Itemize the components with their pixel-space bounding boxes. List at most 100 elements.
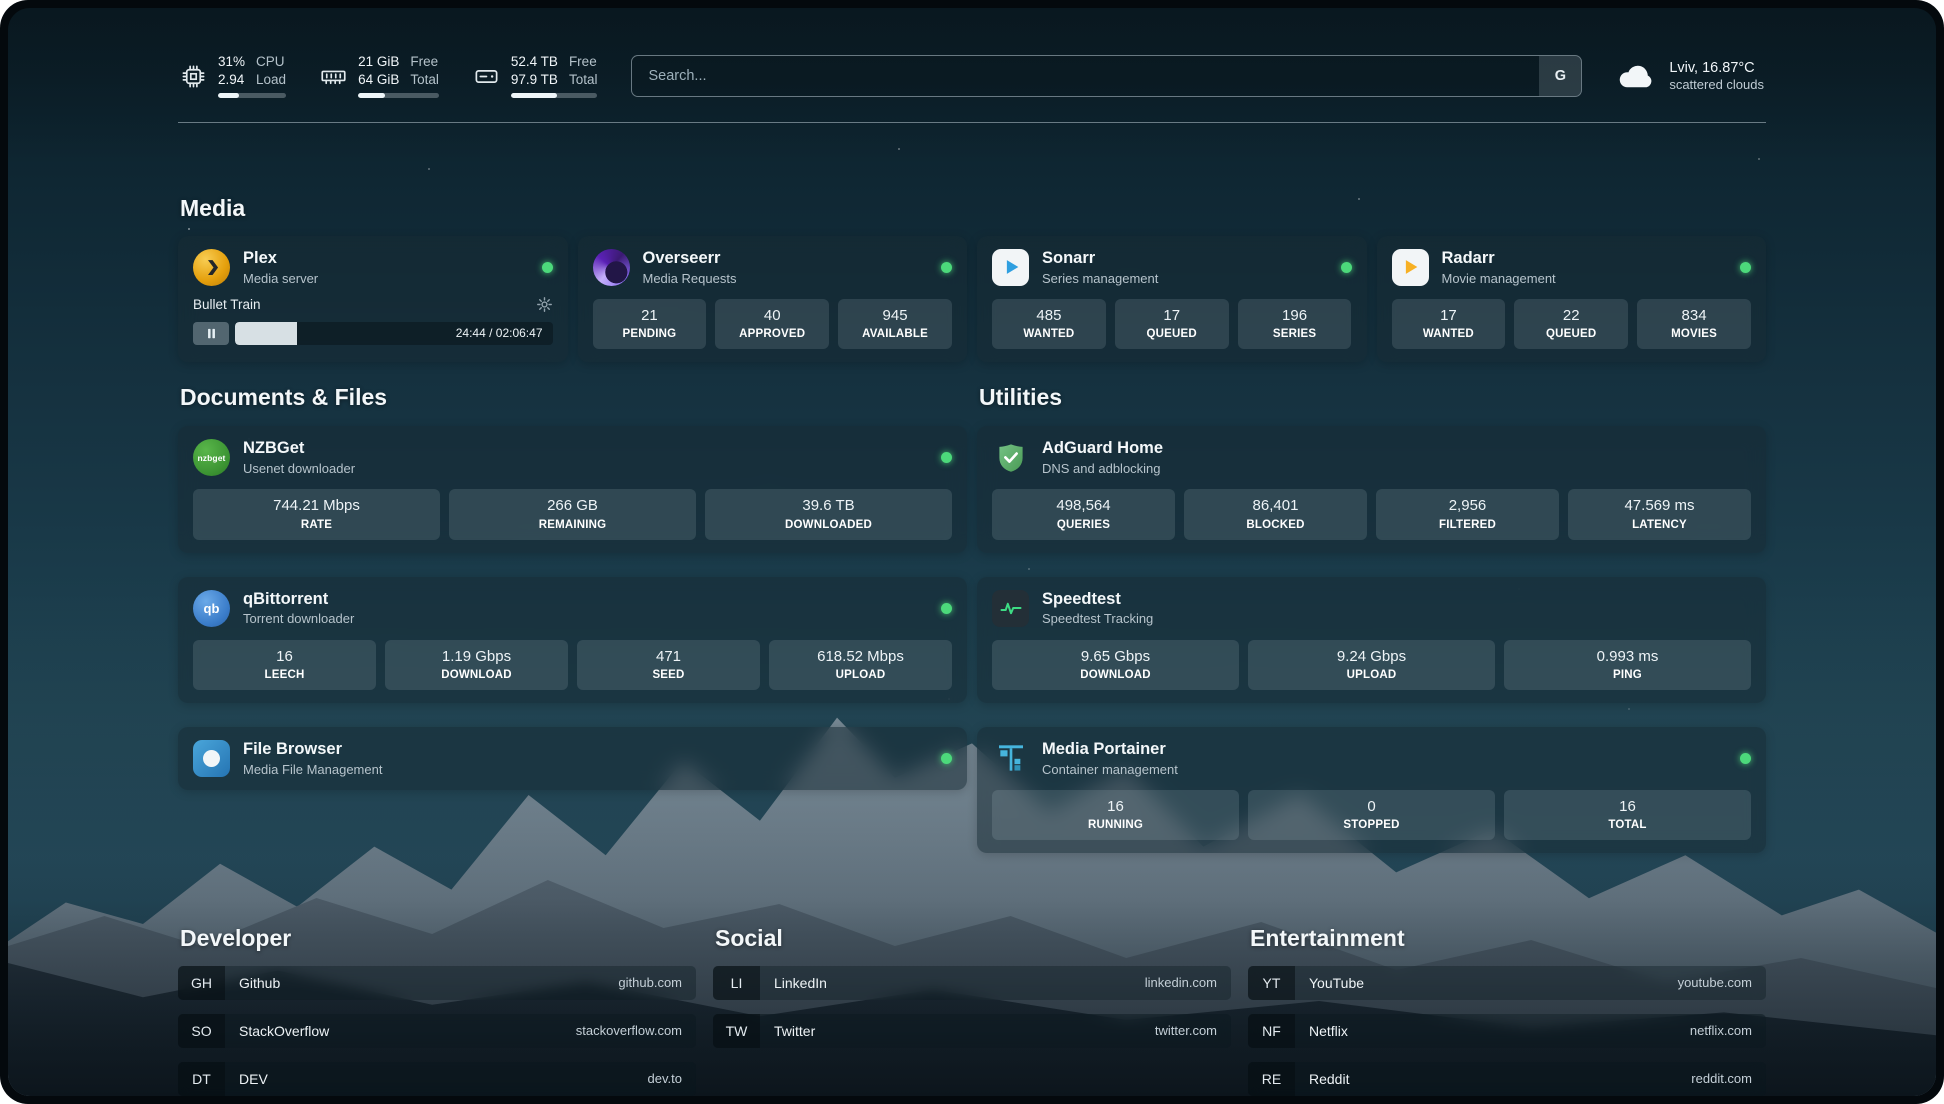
app-subtitle: Media Requests [642, 270, 737, 286]
app-subtitle: Media server [243, 270, 319, 286]
stat-label: RUNNING [1087, 819, 1144, 832]
plex-progress-time: 24:44 / 02:06:47 [455, 326, 543, 341]
bookmark-abbr: NF [1248, 1013, 1295, 1048]
app-card-adguard[interactable]: AdGuard Home DNS and adblocking 498,564 … [977, 426, 1766, 553]
search-engine-button[interactable]: G [1539, 56, 1582, 97]
stat-value: 471 [655, 647, 682, 665]
app-subtitle: Series management [1042, 270, 1159, 286]
bookmarks-entertainment: Entertainment YT YouTube youtube.com NF … [1248, 925, 1766, 1096]
stat-label: QUEUED [1546, 327, 1597, 340]
stat-value: 39.6 TB [802, 497, 855, 515]
stat-value: 485 [1036, 306, 1062, 324]
app-card-radarr[interactable]: Radarr Movie management 17 WANTED 2 [1376, 235, 1766, 362]
portainer-icon [992, 740, 1029, 777]
stat-value: 834 [1681, 306, 1707, 324]
app-name: qBittorrent [243, 589, 329, 608]
stat-label: REMAINING [538, 518, 607, 531]
overseerr-stat-pending: 21 PENDING [592, 298, 707, 349]
stat-label: PENDING [622, 327, 677, 340]
stat-value: 16 [1619, 797, 1636, 815]
sonarr-icon [992, 248, 1029, 286]
stat-value: 618.52 Mbps [817, 647, 904, 665]
app-name: AdGuard Home [1042, 439, 1164, 458]
bookmark-linkedin[interactable]: LI LinkedIn linkedin.com [713, 965, 1231, 1000]
app-name: File Browser [243, 739, 343, 758]
bookmark-name: Netflix [1309, 1022, 1348, 1039]
app-card-portainer[interactable]: Media Portainer Container management 16 … [977, 726, 1766, 854]
app-card-sonarr[interactable]: Sonarr Series management 485 WANTED [977, 235, 1367, 362]
stat-value: 498,564 [1056, 497, 1111, 515]
app-subtitle: Media File Management [243, 761, 383, 777]
bookmark-abbr: SO [178, 1013, 225, 1048]
stat-label: STOPPED [1343, 819, 1400, 832]
status-dot [1740, 261, 1751, 273]
stat-value: 40 [763, 306, 781, 324]
app-card-speedtest[interactable]: Speedtest Speedtest Tracking 9.65 Gbps D… [977, 576, 1766, 703]
adguard-stat-blocked: 86,401 BLOCKED [1184, 489, 1367, 540]
ram-total-label: Total [410, 72, 439, 88]
pause-button[interactable] [193, 321, 229, 345]
gear-icon[interactable] [536, 296, 553, 313]
stat-value: 22 [1562, 306, 1580, 324]
app-card-plex[interactable]: Plex Media server Bullet Train [178, 235, 568, 362]
weather-condition: scattered clouds [1669, 77, 1764, 93]
weather-location-temp: Lviv, 16.87°C [1669, 59, 1755, 76]
bookmark-stackoverflow[interactable]: SO StackOverflow stackoverflow.com [178, 1013, 696, 1048]
plex-progress-bar[interactable]: 24:44 / 02:06:47 [235, 321, 553, 345]
app-subtitle: Torrent downloader [243, 611, 355, 627]
stat-value: 196 [1282, 306, 1308, 324]
bookmark-url: stackoverflow.com [575, 1023, 682, 1039]
bookmarks-social: Social LI LinkedIn linkedin.com TW Twitt… [713, 925, 1231, 1096]
qbittorrent-stat-download: 1.19 Gbps DOWNLOAD [385, 639, 568, 690]
stat-label: LATENCY [1632, 518, 1687, 531]
disk-total-value: 97.9 TB [510, 72, 558, 88]
app-name: Speedtest [1042, 589, 1121, 608]
bookmark-youtube[interactable]: YT YouTube youtube.com [1248, 965, 1766, 1000]
bookmark-abbr: DT [178, 1061, 225, 1096]
bookmark-twitter[interactable]: TW Twitter twitter.com [713, 1013, 1231, 1048]
search-input[interactable] [632, 56, 1540, 97]
radarr-stat-movies: 834 MOVIES [1637, 298, 1751, 349]
status-dot [941, 452, 952, 464]
stat-label: QUERIES [1056, 518, 1111, 531]
media-section: Media Plex Media server [178, 195, 1766, 362]
bookmark-reddit[interactable]: RE Reddit reddit.com [1248, 1061, 1766, 1096]
section-title-utilities: Utilities [979, 383, 1063, 410]
bookmark-url: dev.to [647, 1071, 682, 1087]
stat-label: UPLOAD [1346, 668, 1397, 681]
app-subtitle: DNS and adblocking [1042, 461, 1161, 477]
stat-value: 16 [276, 647, 293, 665]
app-subtitle: Speedtest Tracking [1042, 611, 1154, 627]
bookmark-url: github.com [618, 975, 682, 991]
bookmark-abbr: GH [178, 965, 225, 1000]
nzbget-stat-remaining: 266 GB REMAINING [449, 489, 696, 540]
app-card-overseerr[interactable]: Overseerr Media Requests 21 PENDING [577, 235, 967, 362]
app-card-filebrowser[interactable]: File Browser Media File Management [178, 726, 967, 790]
overseerr-icon [592, 248, 630, 286]
media-cards: Plex Media server Bullet Train [178, 235, 1766, 362]
radarr-stat-queued: 22 QUEUED [1514, 298, 1629, 349]
stat-value: 86,401 [1252, 497, 1299, 515]
stat-label: AVAILABLE [862, 327, 929, 340]
app-card-qbittorrent[interactable]: qb qBittorrent Torrent downloader 16 LEE… [178, 576, 967, 703]
qbittorrent-stat-leech: 16 LEECH [193, 639, 376, 690]
memory-widget: 21 GiB Free 64 GiB Total [320, 54, 439, 99]
stat-value: 16 [1107, 797, 1124, 815]
nzbget-stat-rate: 744.21 Mbps RATE [193, 489, 440, 540]
status-dot [941, 602, 952, 614]
app-subtitle: Container management [1042, 761, 1178, 777]
bookmark-github[interactable]: GH Github github.com [178, 965, 696, 1000]
app-card-nzbget[interactable]: nzbget NZBGet Usenet downloader 744.21 M… [178, 426, 967, 553]
bookmark-name: Reddit [1309, 1070, 1350, 1087]
speedtest-stat-upload: 9.24 Gbps UPLOAD [1248, 639, 1495, 690]
disk-progress-bar [510, 93, 598, 99]
stat-label: UPLOAD [835, 668, 886, 681]
stat-value: 2,956 [1448, 497, 1487, 515]
speedtest-stat-ping: 0.993 ms PING [1504, 639, 1751, 690]
bookmark-netflix[interactable]: NF Netflix netflix.com [1248, 1013, 1766, 1048]
section-title-entertainment: Entertainment [1250, 925, 1405, 952]
nzbget-icon: nzbget [193, 439, 230, 477]
bookmark-dev[interactable]: DT DEV dev.to [178, 1061, 696, 1096]
bookmark-name: YouTube [1309, 974, 1365, 991]
